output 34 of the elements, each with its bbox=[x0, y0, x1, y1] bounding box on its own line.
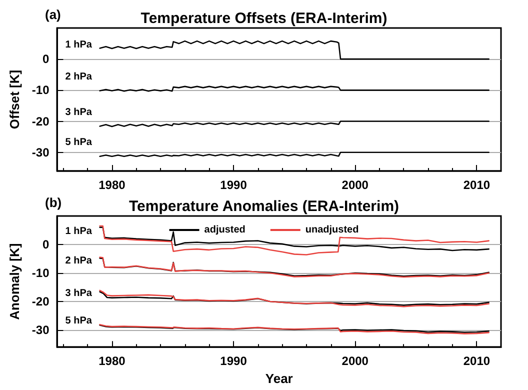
text: (a) bbox=[45, 7, 61, 22]
x-tick-label: 1980 bbox=[98, 354, 126, 368]
legend-label: adjusted bbox=[204, 224, 246, 236]
y-tick-label: -10 bbox=[32, 266, 50, 280]
y-axis-title: Offset [K] bbox=[7, 70, 22, 130]
chart-title: Temperature Anomalies (ERA-Interim) bbox=[128, 198, 400, 215]
y-axis-title: Anomaly [K] bbox=[7, 243, 22, 320]
x-axis-title: Year bbox=[265, 371, 293, 386]
legend-label: unadjusted bbox=[305, 224, 359, 236]
annotation: 2 hPa bbox=[65, 72, 92, 83]
x-tick-label: 1990 bbox=[220, 354, 248, 368]
y-tick-label: -20 bbox=[32, 294, 50, 308]
text: (b) bbox=[45, 195, 62, 210]
x-tick-label: 2000 bbox=[342, 178, 369, 192]
y-tick-label: -20 bbox=[32, 114, 50, 128]
annotation: 3 hPa bbox=[65, 107, 92, 118]
x-tick-label: 2010 bbox=[463, 178, 490, 192]
annotation: 2 hPa bbox=[65, 256, 92, 267]
annotation: 3 hPa bbox=[65, 288, 92, 300]
chart-title: Temperature Offsets (ERA-Interim) bbox=[140, 10, 388, 27]
x-tick-label: 1990 bbox=[220, 178, 248, 192]
annotation: 5 hPa bbox=[65, 315, 92, 326]
x-tick-label: 2010 bbox=[463, 354, 490, 368]
y-tick-label: -10 bbox=[32, 83, 50, 98]
annotation: 5 hPa bbox=[65, 136, 92, 148]
annotation: 1 hPa bbox=[65, 226, 92, 238]
y-tick-label: -30 bbox=[32, 145, 50, 160]
x-tick-label: 1980 bbox=[98, 178, 126, 192]
annotation: 1 hPa bbox=[65, 40, 92, 51]
line-series bbox=[99, 40, 490, 60]
x-tick-label: 2000 bbox=[342, 354, 369, 368]
y-tick-label: 0 bbox=[42, 52, 50, 66]
y-tick-label: -30 bbox=[32, 323, 50, 337]
y-tick-label: 0 bbox=[42, 238, 50, 252]
